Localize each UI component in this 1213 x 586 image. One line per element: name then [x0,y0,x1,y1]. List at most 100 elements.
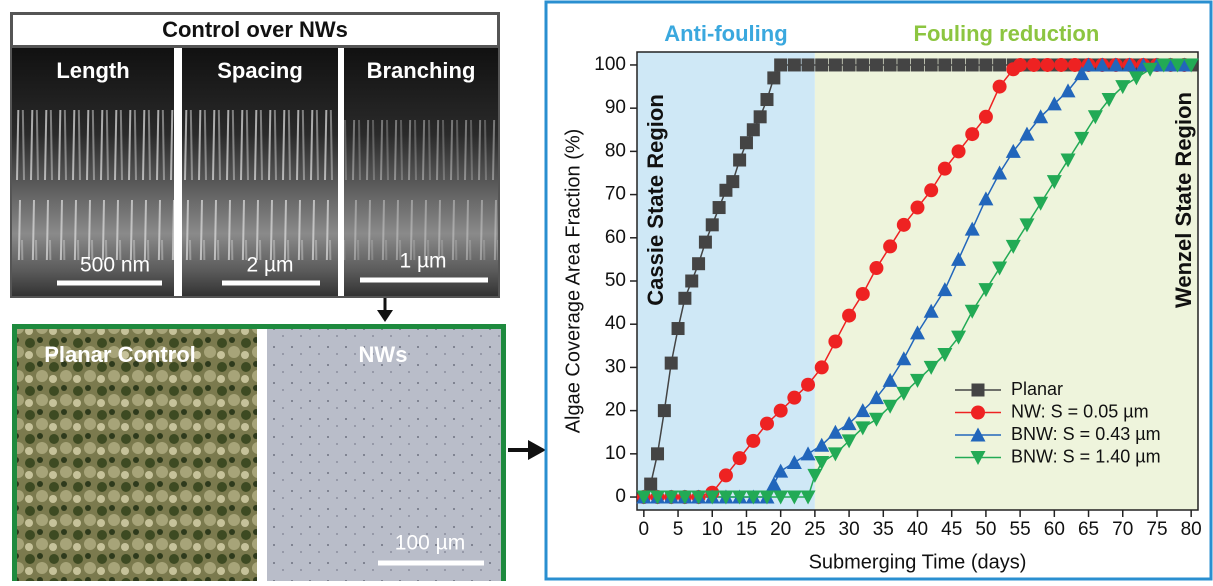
marker [841,416,857,431]
marker [869,58,883,72]
marker [691,490,707,505]
marker [951,330,967,345]
marker [992,165,1008,180]
marker [800,490,816,505]
annotation: Cassie State Region [643,94,668,306]
marker [868,390,884,405]
marker [1128,71,1144,86]
marker [745,490,761,505]
marker [965,58,979,72]
marker [733,153,747,167]
x-tick-label: 55 [1010,519,1031,540]
marker [827,424,843,439]
marker [1163,57,1179,72]
marker [786,490,802,505]
arrow-head [528,440,546,460]
x-tick-label: 35 [873,519,894,540]
sem-texture [12,110,174,260]
marker [663,490,679,505]
x-tick-label: 30 [839,519,860,540]
marker [814,360,829,375]
marker [896,351,912,366]
x-tick-label: 20 [770,519,791,540]
marker [965,127,980,142]
marker [773,403,788,418]
marker [1169,58,1185,73]
marker [1060,83,1076,98]
marker [739,136,753,150]
chart: Anti-fouling Fouling reduction01020304050… [562,21,1201,573]
x-tick-label: 5 [673,519,684,540]
marker [1176,57,1192,72]
region [814,52,1198,510]
x-tick-label: 10 [702,519,723,540]
marker [1101,93,1117,108]
scale-label: 100 µm [395,532,465,555]
legend-label: BNW: S = 1.40 µm [1011,446,1161,466]
marker [855,421,871,436]
scale-label: 1 µm [399,250,446,273]
x-tick-label: 25 [804,519,825,540]
marker [1054,57,1069,72]
legend-label: Planar [1011,379,1063,399]
marker [685,274,699,288]
marker [732,451,747,466]
marker [979,58,993,72]
top-panel-header [11,13,499,47]
marker [774,58,788,72]
marker [801,377,816,392]
marker [910,325,925,340]
marker [910,373,925,388]
separator [338,48,344,296]
x-tick-label: 70 [1112,519,1133,540]
marker [1108,57,1124,72]
marker [1142,62,1158,77]
arrow-head [377,310,393,322]
marker [773,463,789,478]
marker [978,109,993,124]
marker [937,282,953,297]
scale-label: 2 µm [246,254,293,277]
marker [671,322,685,336]
marker [1033,109,1049,124]
x-axis-label: Submerging Time (days) [809,551,1027,573]
marker [1005,239,1021,254]
marker [753,110,767,124]
marker [1033,196,1049,211]
marker [951,144,966,159]
marker [911,58,924,72]
marker [924,58,938,72]
marker [692,257,706,271]
marker [760,93,774,107]
marker [1019,218,1035,233]
x-tick-label: 50 [975,519,996,540]
region [637,52,815,510]
marker [924,183,939,198]
legend-marker [970,427,986,442]
marker [1087,110,1103,125]
annotation: Wenzel State Region [1171,92,1196,308]
y-tick-label: 60 [605,227,626,248]
marker [726,175,740,189]
marker [883,58,897,72]
image-label: Branching [367,58,476,83]
marker [732,490,748,505]
marker [698,235,712,249]
image-label: Planar Control [44,342,196,367]
marker [951,251,967,266]
marker [855,403,871,418]
legend-marker [971,405,985,420]
marker [1115,80,1131,95]
x-tick-label: 65 [1078,519,1099,540]
y-tick-label: 70 [605,184,626,205]
marker [937,161,952,176]
marker [828,58,842,72]
marker [993,58,1007,72]
marker [773,490,789,505]
marker [1046,175,1062,190]
legend-label: NW: S = 0.05 µm [1011,401,1149,421]
y-tick-label: 90 [605,97,626,118]
y-tick-label: 20 [605,400,626,421]
y-tick-label: 30 [605,356,626,377]
region-label: Fouling reduction [914,21,1100,46]
